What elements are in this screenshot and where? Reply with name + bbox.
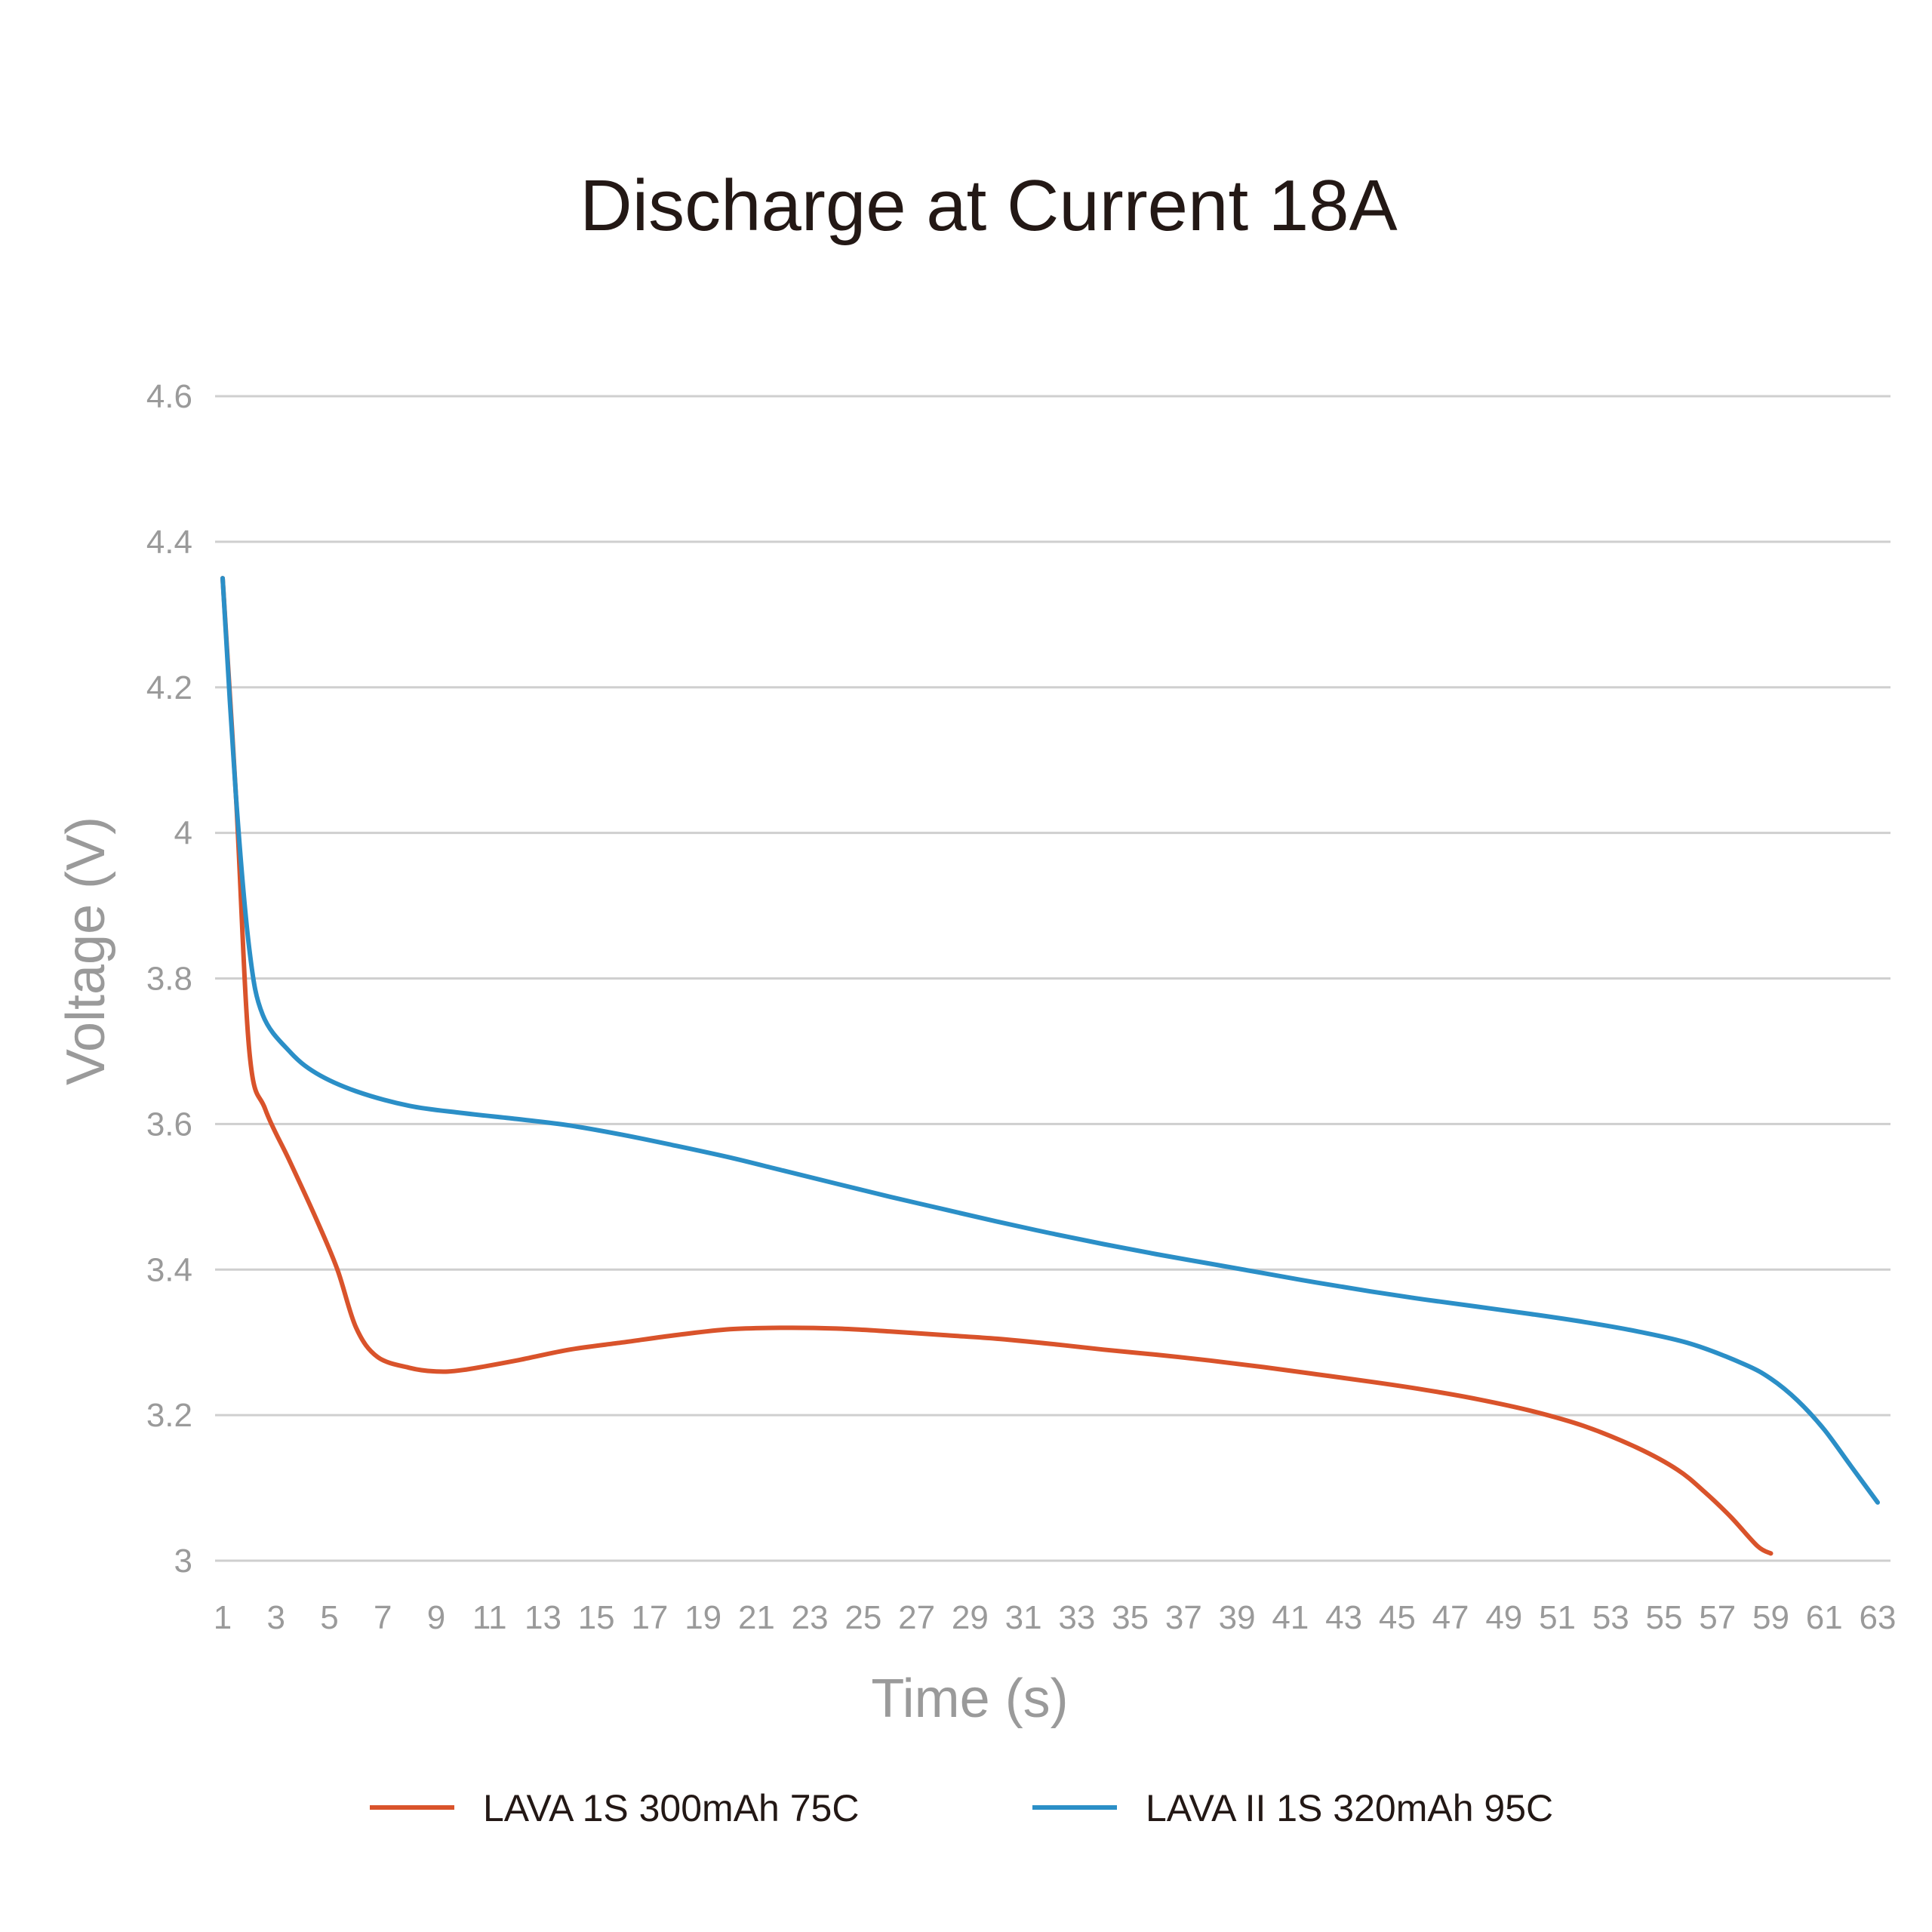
x-tick-label: 61 [1806, 1599, 1843, 1636]
x-tick-label: 17 [631, 1599, 668, 1636]
x-tick-label: 37 [1165, 1599, 1202, 1636]
x-tick-label: 3 [266, 1599, 285, 1636]
y-tick-label: 4.2 [146, 669, 192, 706]
x-tick-label: 55 [1646, 1599, 1683, 1636]
y-tick-label: 3 [174, 1543, 192, 1580]
x-tick-label: 1 [214, 1599, 232, 1636]
x-tick-label: 59 [1752, 1599, 1789, 1636]
grid [215, 395, 1890, 1562]
x-tick-label: 47 [1432, 1599, 1469, 1636]
x-tick-label: 31 [1005, 1599, 1042, 1636]
x-tick-label: 9 [427, 1599, 445, 1636]
y-tick-label: 3.4 [146, 1251, 192, 1288]
x-tick-label: 11 [472, 1599, 507, 1636]
x-tick-label: 25 [844, 1599, 881, 1636]
x-tick-label: 27 [898, 1599, 935, 1636]
series-lines [220, 576, 1880, 1556]
y-axis-ticks: 3 3.2 3.4 3.6 3.8 4 4.2 4.4 4.6 [146, 378, 192, 1580]
legend-label: LAVA II 1S 320mAh 95C [1146, 1787, 1553, 1829]
y-tick-label: 3.6 [146, 1106, 192, 1143]
x-tick-label: 49 [1485, 1599, 1522, 1636]
y-tick-label: 3.8 [146, 961, 192, 998]
x-tick-label: 29 [952, 1599, 989, 1636]
x-tick-label: 53 [1592, 1599, 1629, 1636]
x-tick-label: 13 [525, 1599, 561, 1636]
x-tick-label: 21 [738, 1599, 775, 1636]
series-line-1 [220, 576, 1774, 1556]
x-tick-label: 39 [1219, 1599, 1256, 1636]
x-tick-label: 63 [1860, 1599, 1897, 1636]
y-tick-label: 4.6 [146, 378, 192, 415]
x-tick-label: 19 [685, 1599, 721, 1636]
chart-title: Discharge at Current 18A [580, 165, 1397, 246]
x-tick-label: 15 [578, 1599, 615, 1636]
y-tick-label: 3.2 [146, 1397, 192, 1434]
x-tick-label: 43 [1325, 1599, 1362, 1636]
x-tick-label: 51 [1539, 1599, 1576, 1636]
x-tick-label: 5 [320, 1599, 338, 1636]
y-tick-label: 4 [174, 815, 192, 852]
x-tick-label: 7 [374, 1599, 392, 1636]
y-tick-label: 4.4 [146, 524, 192, 561]
x-tick-label: 57 [1699, 1599, 1736, 1636]
y-axis-label: Voltage (V) [56, 817, 116, 1085]
legend-label: LAVA 1S 300mAh 75C [483, 1787, 859, 1829]
x-axis-ticks: 1 3 5 7 9 11 13 15 17 19 21 23 25 27 29 31 33 35 37 39 41 43 4… [214, 1599, 1897, 1636]
x-axis-label: Time (s) [871, 1669, 1068, 1729]
series-line-2 [220, 576, 1880, 1505]
x-tick-label: 45 [1379, 1599, 1416, 1636]
x-tick-label: 41 [1272, 1599, 1309, 1636]
x-tick-label: 33 [1058, 1599, 1095, 1636]
x-tick-label: 23 [792, 1599, 829, 1636]
x-tick-label: 35 [1112, 1599, 1149, 1636]
legend: LAVA 1S 300mAh 75C LAVA II 1S 320mAh 95C [370, 1787, 1553, 1829]
